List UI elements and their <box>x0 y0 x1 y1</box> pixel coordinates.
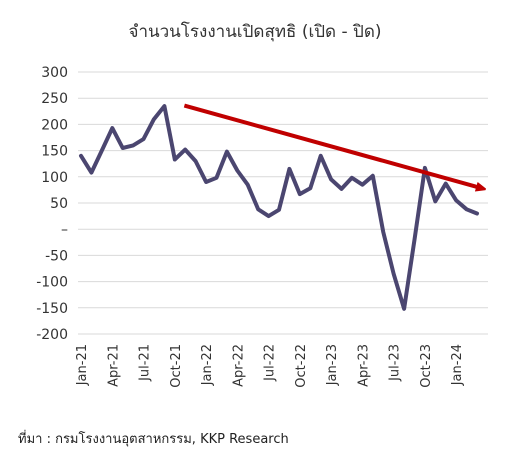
x-tick-label: Apr-22 <box>231 344 246 387</box>
x-tick-label: Apr-21 <box>106 344 121 387</box>
x-tick-label: Jan-23 <box>325 344 340 386</box>
y-tick-label: – <box>61 222 68 238</box>
source-note: ที่มา : กรมโรงงานอุตสาหกรรม, KKP Researc… <box>18 432 289 447</box>
y-tick-label: -50 <box>45 248 68 264</box>
y-tick-label: 300 <box>41 65 68 81</box>
x-tick-label: Oct-22 <box>294 344 309 388</box>
series-line <box>79 104 479 311</box>
x-tick-label: Oct-21 <box>169 344 184 388</box>
trend-arrow <box>183 103 482 189</box>
x-tick-label: Jul-23 <box>388 344 403 382</box>
y-tick-label: -150 <box>36 301 68 317</box>
y-tick-label: 200 <box>41 117 68 133</box>
x-tick-label: Jul-21 <box>138 344 153 382</box>
x-tick-label: Jan-21 <box>75 344 90 386</box>
y-tick-label: 250 <box>41 91 68 107</box>
x-tick-label: Oct-23 <box>419 344 434 388</box>
y-tick-label: -100 <box>36 275 68 291</box>
y-tick-label: 50 <box>50 196 68 212</box>
y-tick-label: 100 <box>41 170 68 186</box>
x-tick-label: Jul-22 <box>263 344 278 382</box>
y-tick-label: 150 <box>41 144 68 160</box>
x-tick-label: Jan-24 <box>450 344 465 386</box>
chart-title: จำนวนโรงงานเปิดสุทธิ (เปิด - ปิด) <box>128 22 382 42</box>
x-tick-label: Apr-23 <box>356 344 371 387</box>
x-tick-label: Jan-22 <box>200 344 215 386</box>
y-tick-label: -200 <box>36 327 68 343</box>
